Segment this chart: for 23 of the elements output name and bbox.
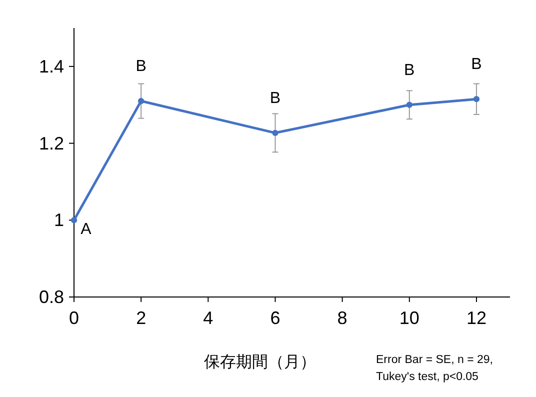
point xyxy=(473,96,480,102)
point xyxy=(406,102,412,108)
x-tick-label: 4 xyxy=(203,308,214,328)
x-tick-label: 8 xyxy=(337,308,348,328)
annotation: B xyxy=(136,58,146,76)
y-tick-label: 1.4 xyxy=(38,56,64,76)
x-tick-label: 0 xyxy=(68,308,80,328)
y-tick-label: 1 xyxy=(54,210,64,230)
y-tick-label: 1.2 xyxy=(38,133,64,154)
point xyxy=(70,217,78,224)
text: Error Bar = SE, n = 29, Tukey's test, p<0.05 xyxy=(376,354,493,383)
y-tick-label: 0.8 xyxy=(38,287,64,307)
x-tick-label: 10 xyxy=(399,308,420,328)
point xyxy=(138,98,144,104)
annotation: B xyxy=(270,90,281,107)
annotation: A xyxy=(80,221,92,238)
annotation: B xyxy=(471,56,482,74)
x-axis-title: 保存期間（月） xyxy=(204,353,316,371)
point xyxy=(272,130,278,136)
x-tick-label: 12 xyxy=(466,308,486,328)
x-tick-label: 6 xyxy=(270,308,280,328)
x-tick-label: 2 xyxy=(136,308,146,328)
annotation: B xyxy=(404,62,415,79)
